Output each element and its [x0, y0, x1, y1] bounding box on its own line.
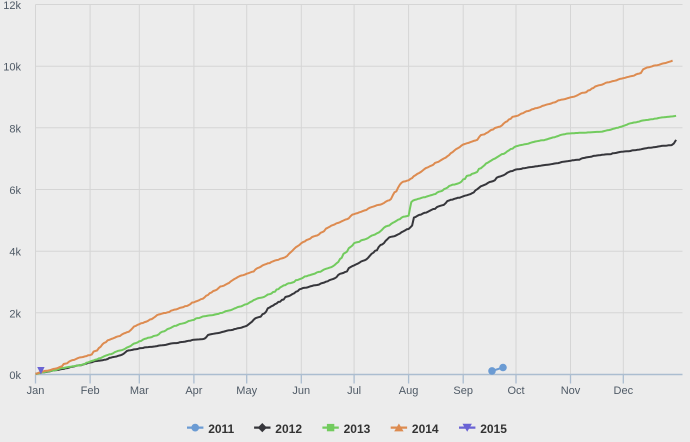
svg-text:2014: 2014 [412, 422, 439, 436]
svg-text:2012: 2012 [275, 422, 302, 436]
svg-text:4k: 4k [9, 247, 21, 259]
svg-text:Dec: Dec [614, 385, 634, 397]
svg-text:Mar: Mar [130, 385, 149, 397]
svg-text:Feb: Feb [81, 385, 100, 397]
svg-text:Jul: Jul [347, 385, 361, 397]
svg-text:Oct: Oct [507, 385, 524, 397]
svg-text:Apr: Apr [185, 385, 202, 397]
svg-text:Jan: Jan [27, 385, 45, 397]
svg-text:8k: 8k [9, 123, 21, 135]
svg-text:Nov: Nov [561, 385, 581, 397]
svg-text:Jun: Jun [292, 385, 310, 397]
svg-text:10k: 10k [3, 62, 21, 74]
svg-text:Aug: Aug [399, 385, 419, 397]
svg-text:2013: 2013 [344, 422, 371, 436]
svg-text:2k: 2k [9, 308, 21, 320]
svg-text:May: May [236, 385, 257, 397]
svg-text:0k: 0k [9, 370, 21, 382]
svg-text:2011: 2011 [208, 422, 234, 436]
svg-text:Sep: Sep [453, 385, 473, 397]
svg-text:2015: 2015 [480, 422, 507, 436]
svg-text:12k: 12k [3, 0, 21, 12]
svg-text:6k: 6k [9, 185, 21, 197]
